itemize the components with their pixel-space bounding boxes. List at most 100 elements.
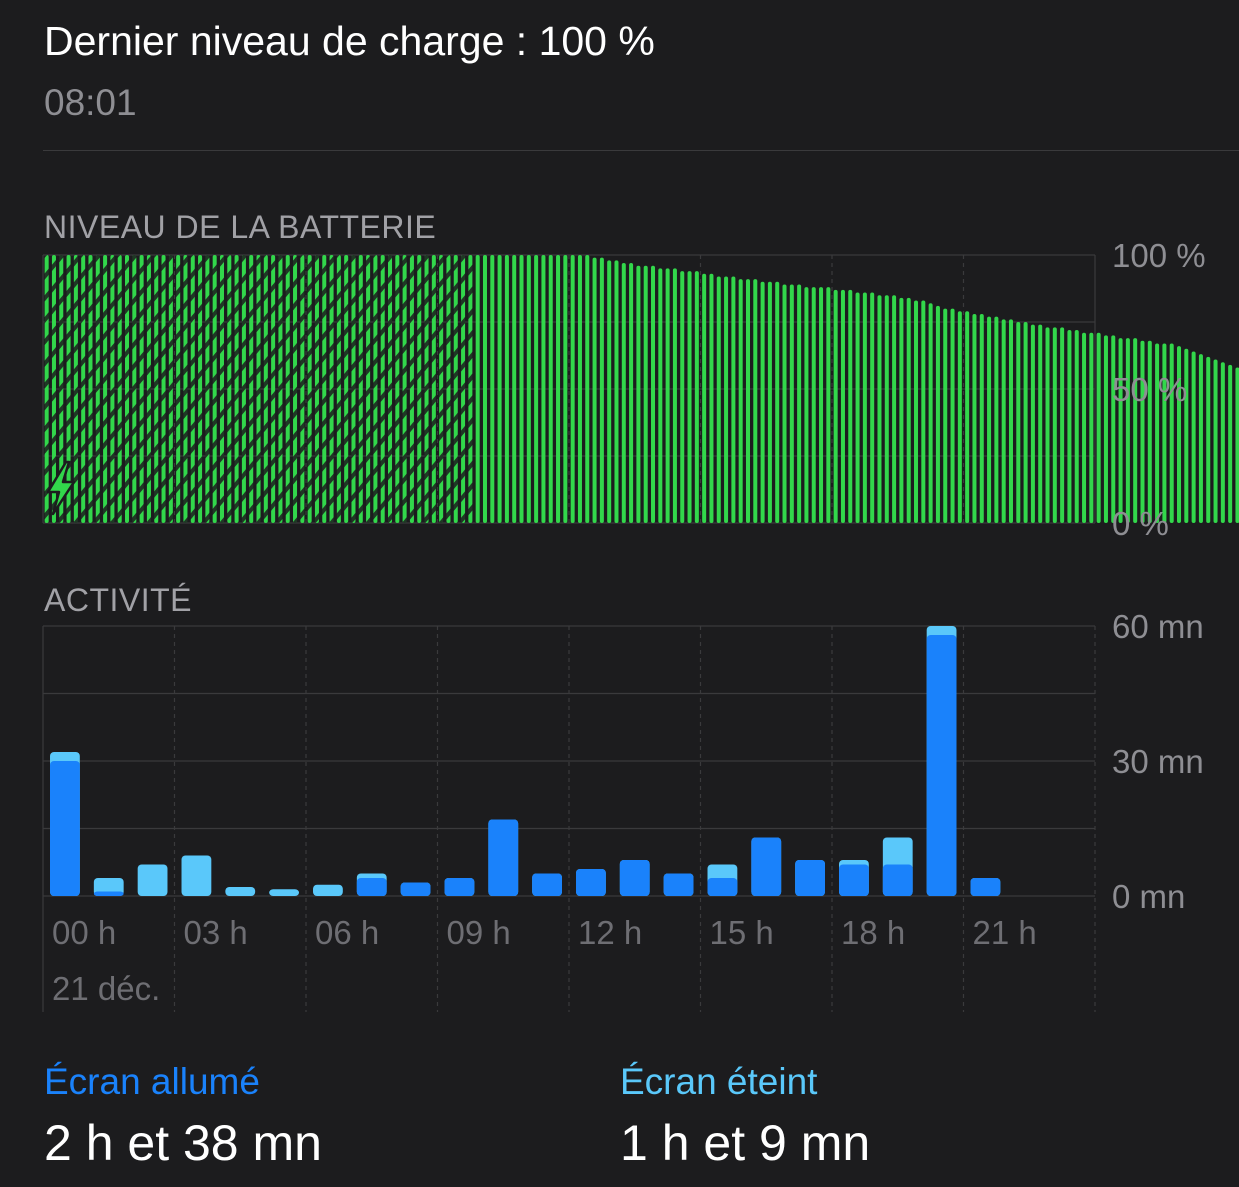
battery-bar-charging — [409, 255, 414, 523]
screen-on-value: 2 h et 38 mn — [44, 1115, 322, 1171]
last-charge-time: 08:01 — [44, 82, 137, 123]
battery-bar — [914, 300, 919, 523]
battery-bar — [1133, 338, 1138, 523]
activity-bars — [50, 626, 1001, 896]
battery-bar-charging — [88, 255, 93, 523]
battery-level-chart[interactable]: 100 % 50 % 0 % — [0, 230, 1239, 550]
battery-bar-charging — [351, 255, 356, 523]
battery-bar — [906, 297, 911, 523]
activity-x-tick: 03 h — [184, 914, 248, 951]
battery-bar-charging — [95, 255, 100, 523]
battery-bar-charging — [110, 255, 115, 523]
battery-bar — [1125, 338, 1130, 523]
battery-bar-charging — [241, 255, 246, 523]
battery-bar — [1023, 322, 1028, 523]
battery-bar — [950, 308, 955, 523]
battery-level-heading: NIVEAU DE LA BATTERIE — [44, 209, 437, 245]
battery-bar — [1008, 319, 1013, 523]
battery-bar-charging — [366, 255, 371, 523]
activity-bar-screen-on — [576, 869, 606, 896]
battery-bar — [760, 281, 765, 523]
battery-bar — [1184, 348, 1189, 523]
battery-bar — [724, 276, 729, 523]
battery-bar — [921, 300, 926, 523]
battery-bar-charging — [417, 255, 422, 523]
battery-bar-charging — [322, 255, 327, 523]
battery-bar — [665, 268, 670, 523]
battery-y-tick: 50 % — [1112, 371, 1187, 408]
battery-bar — [1169, 343, 1174, 523]
battery-bar — [1155, 343, 1160, 523]
battery-bar — [833, 289, 838, 523]
battery-bar-charging — [461, 255, 466, 523]
battery-bar — [775, 281, 780, 523]
battery-bar-charging — [219, 255, 224, 523]
battery-bar — [1162, 343, 1167, 523]
battery-bar — [504, 255, 509, 523]
activity-bar-screen-on — [356, 878, 387, 896]
battery-bar — [1030, 324, 1035, 523]
battery-bar-charging — [431, 255, 436, 523]
battery-bar — [782, 284, 787, 523]
battery-bar-charging — [402, 255, 407, 523]
battery-bar-charging — [380, 255, 385, 523]
battery-bar — [577, 255, 582, 523]
activity-bar-screen-off — [181, 855, 212, 896]
battery-bar-charging — [132, 255, 137, 523]
battery-bar — [987, 316, 992, 523]
battery-bar-charging — [453, 255, 458, 523]
battery-bar-charging — [293, 255, 298, 523]
battery-bar — [585, 255, 590, 523]
battery-y-axis: 100 % 50 % 0 % — [1112, 237, 1206, 542]
battery-bar — [797, 284, 802, 523]
battery-bar — [482, 255, 487, 523]
battery-bar — [614, 260, 619, 523]
activity-x-tick: 18 h — [841, 914, 905, 951]
battery-bar-charging — [117, 255, 122, 523]
activity-bar-screen-on — [882, 864, 913, 896]
battery-bar — [1213, 359, 1218, 523]
battery-bar — [694, 271, 699, 523]
battery-bar — [1038, 324, 1043, 523]
battery-bar — [1177, 346, 1182, 523]
battery-bar-charging — [285, 255, 290, 523]
battery-bar — [687, 271, 692, 523]
battery-y-tick: 0 % — [1112, 505, 1169, 542]
last-charge-title: Dernier niveau de charge : 100 % — [44, 18, 655, 64]
battery-bar-charging — [190, 255, 195, 523]
battery-bar — [592, 257, 597, 523]
battery-bar-charging — [329, 255, 334, 523]
battery-bar — [512, 255, 517, 523]
battery-bar — [709, 273, 714, 523]
battery-bar — [1067, 330, 1072, 523]
activity-bar-screen-on — [619, 860, 650, 896]
battery-bar-charging — [103, 255, 108, 523]
battery-bar — [1082, 332, 1087, 523]
battery-bar — [804, 287, 809, 523]
activity-bar-screen-on — [751, 837, 782, 896]
battery-bar — [848, 289, 853, 523]
battery-bar-charging — [234, 255, 239, 523]
activity-bar-screen-on — [795, 860, 825, 896]
battery-bar — [519, 255, 524, 523]
battery-bar — [1147, 340, 1152, 523]
battery-bar — [855, 292, 860, 523]
battery-bar-charging — [256, 255, 261, 523]
battery-bars — [44, 255, 1239, 523]
battery-bar-charging — [154, 255, 159, 523]
battery-bar — [899, 297, 904, 523]
activity-bar-screen-off — [269, 889, 299, 896]
battery-bar — [738, 279, 743, 523]
battery-bar — [534, 255, 539, 523]
activity-y-axis: 60 mn 30 mn 0 mn — [1112, 608, 1204, 915]
battery-bar-charging — [249, 255, 254, 523]
battery-bar — [1220, 362, 1225, 523]
battery-bar — [651, 265, 656, 523]
activity-chart[interactable]: 60 mn 30 mn 0 mn 00 h 03 h 06 h 09 h 12 h 15 h 1… — [0, 608, 1239, 1020]
battery-bar — [629, 263, 634, 523]
activity-bar-screen-on — [707, 878, 738, 896]
battery-bar-charging — [395, 255, 400, 523]
battery-bar-charging — [161, 255, 166, 523]
battery-bar — [1001, 319, 1006, 523]
battery-bar — [1111, 335, 1116, 523]
